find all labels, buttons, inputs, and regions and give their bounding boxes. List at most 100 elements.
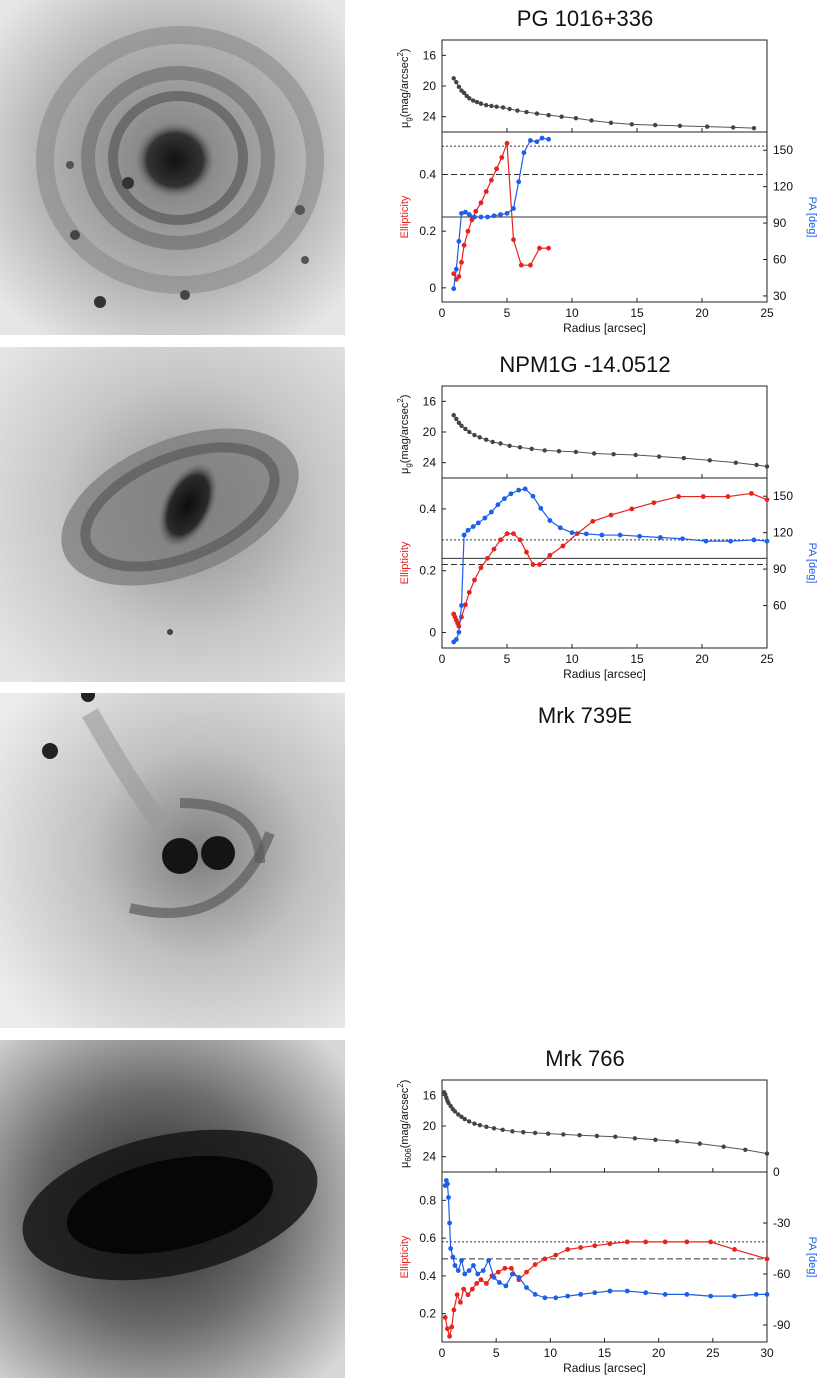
pa-y-tick-label: -60 <box>773 1267 791 1281</box>
sb-point <box>751 125 757 131</box>
sb-curve <box>453 414 768 467</box>
ellipticity-point <box>511 237 516 243</box>
sb-point <box>632 1136 638 1141</box>
pa-y-tick-label: 150 <box>773 489 793 503</box>
sb-point <box>656 454 662 459</box>
ellipticity-point <box>684 1239 690 1245</box>
pa-point <box>476 520 481 526</box>
ellipticity-point <box>608 512 614 518</box>
ellipticity-point <box>560 543 566 549</box>
pa-point <box>511 206 516 211</box>
pa-point <box>732 1293 737 1299</box>
ellipticity-point <box>524 549 529 555</box>
sb-y-axis-label: μ606(mag/arcsec2) <box>396 1080 413 1168</box>
pa-point <box>516 487 522 493</box>
pa-point <box>491 1275 497 1280</box>
sb-point <box>633 452 638 458</box>
pa-point <box>524 1285 529 1290</box>
ellipticity-point <box>629 506 635 512</box>
ellipticity-point <box>458 1299 463 1305</box>
pa-point <box>463 209 468 215</box>
pa-point <box>450 1254 456 1260</box>
sb-point <box>466 1119 472 1124</box>
ellipticity-point <box>445 1326 450 1332</box>
sb-point <box>461 90 467 96</box>
sb-y-tick-label: 20 <box>423 79 437 93</box>
pa-point <box>680 536 685 542</box>
ellipticity-point <box>624 1239 630 1245</box>
sb-point <box>546 112 551 118</box>
pa-point <box>539 135 545 141</box>
x-axis-label: Radius [arcsec] <box>563 321 646 335</box>
pa-y-tick-label: 30 <box>773 289 787 303</box>
pa-point <box>472 214 477 220</box>
pa-point <box>455 1268 461 1273</box>
ellipticity-point <box>502 1265 508 1271</box>
ellipticity-point <box>532 1262 538 1267</box>
pa-point <box>459 1258 464 1263</box>
panel-title: Mrk 766 <box>545 1046 625 1071</box>
pa-point <box>465 527 471 533</box>
sb-frame <box>441 1079 768 1173</box>
pa-curve <box>444 1178 767 1299</box>
sb-point <box>459 423 464 429</box>
sb-point <box>474 99 480 105</box>
sb-point <box>507 106 512 112</box>
ellipticity-point <box>472 577 477 583</box>
sb-point <box>556 448 562 454</box>
ellipticity-point <box>590 518 596 524</box>
ellipticity-point <box>491 546 497 552</box>
ellipticity-point <box>495 1269 501 1275</box>
pa-point <box>495 502 501 508</box>
x-tick-label: 25 <box>706 1346 720 1360</box>
sb-point <box>472 432 477 438</box>
sb-point <box>454 79 459 85</box>
ellipticity-point <box>725 494 731 499</box>
ellipticity-point <box>442 1315 448 1320</box>
pa-point <box>451 286 457 292</box>
x-tick-label: 10 <box>565 652 579 666</box>
x-tick-label: 15 <box>630 652 644 666</box>
sb-y-axis-label: μg(mag/arcsec2) <box>396 49 413 128</box>
pa-point <box>459 603 464 608</box>
sb-y-tick-label: 24 <box>423 110 437 124</box>
sb-y-tick-label: 16 <box>423 48 437 62</box>
sb-point <box>491 1126 497 1131</box>
pa-point <box>461 532 467 538</box>
pa-point <box>510 1271 515 1277</box>
ellipticity-y-tick-label: 0 <box>429 281 436 295</box>
pa-point <box>753 1292 759 1297</box>
sb-point <box>507 443 512 448</box>
pa-point <box>538 505 544 511</box>
sb-point <box>494 104 499 109</box>
pa-axis-label: PA [deg] <box>806 197 818 238</box>
ellipticity-point <box>542 1256 548 1262</box>
sb-point <box>456 84 462 89</box>
ellipticity-point <box>537 245 542 251</box>
x-tick-label: 5 <box>504 306 511 320</box>
pa-point <box>578 1292 584 1297</box>
ellipticity-point <box>700 494 706 499</box>
ellipticity-point <box>508 1265 514 1271</box>
ellipticity-point <box>454 1292 460 1298</box>
pa-curve <box>453 488 768 643</box>
pa-point <box>470 524 476 529</box>
ellipticity-point <box>607 1241 613 1247</box>
sb-point <box>754 462 759 468</box>
sb-point <box>674 1139 680 1144</box>
pa-point <box>530 493 536 499</box>
pa-point <box>459 210 464 216</box>
pa-point <box>542 1295 548 1301</box>
ellipticity-point <box>732 1247 737 1252</box>
pa-point <box>491 213 497 219</box>
sb-y-tick-label: 20 <box>423 425 437 439</box>
ellipticity-y-tick-label: 0.2 <box>419 224 436 238</box>
ellipticity-curve <box>444 1241 768 1337</box>
chart-svg: 0 5 10 15 20 25 Radius [arcsec] 16 20 24 μg(mag/ar… <box>396 39 818 335</box>
sb-point <box>697 1141 703 1146</box>
sb-point <box>524 109 529 115</box>
sb-point <box>681 455 686 461</box>
x-tick-label: 20 <box>652 1346 666 1360</box>
ellipticity-y-tick-label: 0.4 <box>419 168 436 182</box>
pa-y-tick-label: -90 <box>773 1318 791 1332</box>
